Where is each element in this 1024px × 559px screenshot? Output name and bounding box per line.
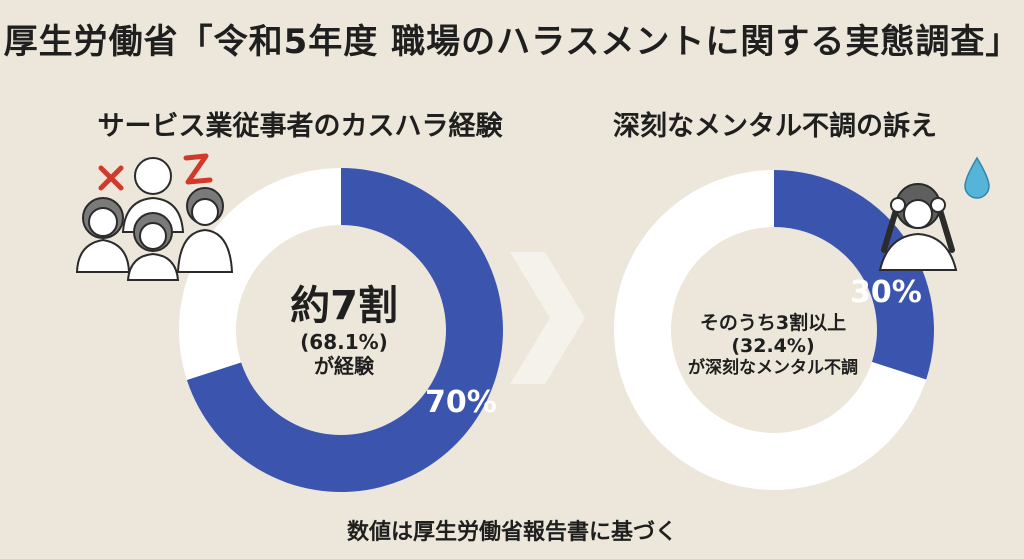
z-sleep-icon: [183, 153, 213, 185]
left-center-main: 約7割: [290, 283, 398, 329]
left-center-value: (68.1%): [300, 330, 388, 354]
source-note: 数値は厚生労働省報告書に基づく: [346, 520, 677, 545]
left-slice-label: 70%: [425, 385, 497, 420]
donut-right-hole: [671, 227, 877, 433]
right-slice-label: 30%: [850, 275, 922, 310]
right-center-label: そのうち3割以上 (32.4%) が深刻なメンタル不調: [668, 312, 878, 378]
chevron-right-arrow: [510, 252, 585, 384]
sweat-drop-icon: [964, 156, 990, 199]
right-chart-title: 深刻なメンタル不調の訴え: [613, 111, 937, 142]
donut-left: [179, 168, 504, 492]
donut-left-hole: [236, 225, 446, 435]
right-center-value: (32.4%): [731, 334, 815, 357]
stressed-person-icon: [878, 183, 958, 271]
group-of-people-icon: [75, 157, 234, 281]
donut-right: [614, 170, 935, 490]
left-center-note: が経験: [314, 354, 374, 378]
left-chart-title: サービス業従事者のカスハラ経験: [97, 111, 503, 142]
right-center-main: そのうち3割以上: [699, 312, 847, 334]
left-center-label: 約7割 (68.1%) が経験: [264, 282, 424, 378]
x-mark-icon: [98, 165, 124, 191]
page-title: 厚生労働省「令和5年度 職場のハラスメントに関する実態調査」: [3, 22, 1021, 62]
right-center-note: が深刻なメンタル不調: [688, 357, 858, 378]
